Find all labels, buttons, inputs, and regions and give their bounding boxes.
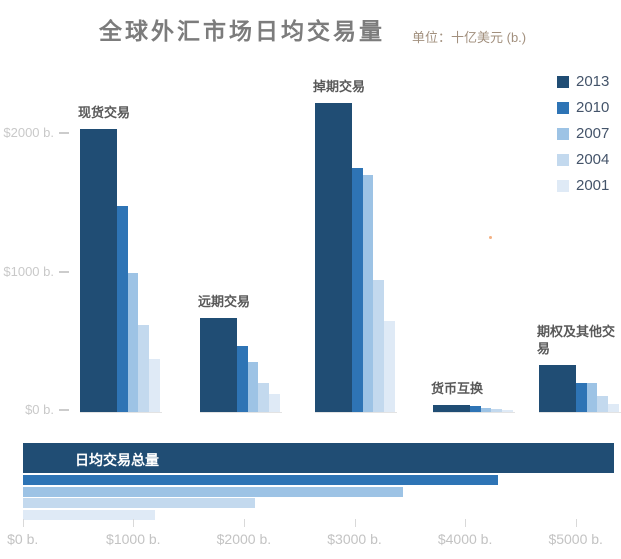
total-bar-2001	[22, 509, 156, 520]
total-bar-2007	[22, 486, 404, 497]
x-axis-tick-mark	[133, 519, 135, 527]
grouped-bar-chart: $2000 b. $1000 b. $0 b. 现货交易远期交易 掉期交易货币互换 期权及…	[3, 73, 621, 417]
group-baseline-options-other	[539, 412, 621, 413]
bar-options-other-2001	[608, 403, 619, 412]
bar-swap-2007	[362, 174, 374, 412]
bar-currency-swap-2010	[470, 406, 481, 412]
legend-label-2001: 2001	[576, 177, 610, 194]
y-axis-tick-label: $2000 b.	[3, 125, 54, 140]
chart-title: 全球外汇市场日均交易量	[99, 18, 385, 44]
bar-swap-2001	[384, 321, 395, 412]
x-axis-tick-mark	[243, 519, 245, 527]
legend-label-2004: 2004	[576, 151, 610, 168]
legend-label-2013: 2013	[576, 73, 610, 90]
bar-swap-2004	[373, 279, 385, 412]
bar-currency-swap-2013	[433, 404, 470, 412]
total-bar-2004	[22, 498, 255, 508]
x-axis-tick-label: $3000 b.	[327, 531, 382, 547]
legend-swatch-2007	[557, 128, 569, 140]
bar-spot-2001	[149, 358, 160, 412]
group-baseline-spot	[80, 412, 162, 413]
group-label-swap: 掉期交易	[313, 79, 366, 95]
x-axis-tick-label: $2000 b.	[216, 531, 272, 547]
bar-options-other-2007	[586, 382, 598, 412]
x-axis-tick-mark	[575, 519, 577, 527]
group-label-options-other: 期权及其他交易	[537, 324, 616, 357]
x-axis-tick-mark	[354, 519, 356, 527]
bar-spot-2013	[80, 128, 117, 412]
y-axis-tick-mark	[59, 409, 69, 411]
y-axis-tick-label: $0 b.	[25, 402, 54, 417]
stray-dot	[489, 236, 492, 239]
bar-forward-2004	[258, 383, 270, 412]
legend-swatch-2001	[557, 180, 569, 192]
bar-spot-2004	[138, 324, 150, 412]
total-bar-2013	[22, 443, 614, 473]
bar-currency-swap-2001	[502, 410, 513, 412]
bar-forward-2010	[237, 346, 248, 412]
total-volume-bar-chart: 日均交易总量 $0 b. $1000 b. $2000 b. $3000 b. $4000…	[0, 430, 621, 559]
bar-currency-swap-2007	[480, 407, 492, 412]
unit-label: 单位：十亿美元 (b.)	[412, 30, 527, 45]
bar-forward-2013	[200, 317, 237, 412]
bar-currency-swap-2004	[491, 409, 503, 412]
total-chart-title: 日均交易总量	[75, 452, 159, 468]
x-axis-tick-mark	[465, 519, 467, 527]
total-bar-2010	[22, 475, 499, 485]
group-baseline-forward	[200, 412, 282, 413]
x-axis-tick-mark	[22, 519, 24, 527]
y-axis-tick-mark	[59, 132, 69, 134]
group-label-currency-swap: 货币互换	[431, 380, 484, 396]
group-label-forward: 远期交易	[198, 293, 251, 309]
legend-swatch-2013	[557, 76, 569, 88]
group-baseline-swap	[315, 412, 397, 413]
bar-spot-2010	[117, 205, 128, 412]
bar-forward-2007	[247, 361, 259, 412]
legend-swatch-2004	[557, 154, 569, 166]
group-baseline-currency-swap	[433, 412, 515, 413]
y-axis-tick-label: $1000 b.	[3, 263, 54, 279]
bar-swap-2010	[352, 168, 363, 412]
bar-swap-2013	[315, 103, 352, 412]
bar-forward-2001	[269, 393, 280, 412]
group-label-spot: 现货交易	[78, 104, 131, 120]
bar-spot-2007	[127, 272, 139, 412]
bar-options-other-2004	[597, 395, 609, 412]
x-axis-tick-label: $0 b.	[7, 531, 39, 547]
x-axis-tick-label: $4000 b.	[437, 531, 493, 547]
legend-label-2010: 2010	[576, 99, 610, 116]
x-axis-tick-label: $5000 b.	[548, 531, 603, 547]
bar-options-other-2013	[539, 365, 576, 412]
bar-options-other-2010	[576, 383, 587, 412]
y-axis-tick-mark	[59, 270, 69, 273]
legend-label-2007: 2007	[576, 125, 610, 142]
legend-swatch-2010	[557, 102, 569, 114]
x-axis-tick-label: $1000 b.	[106, 531, 161, 547]
